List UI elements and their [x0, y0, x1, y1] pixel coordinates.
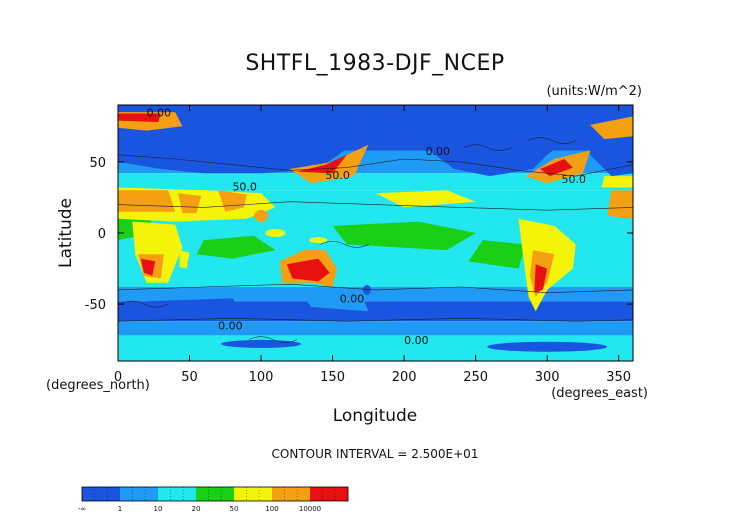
colorbar-label: 100 — [265, 505, 278, 513]
patch-east-pacific — [468, 240, 526, 269]
contour-label: 0.00 — [147, 106, 172, 119]
hot-kalahari — [140, 258, 156, 276]
patch-central-pacific — [332, 221, 476, 251]
contour-line — [463, 144, 512, 151]
greenland-sea-warm — [590, 116, 633, 140]
contour-line — [118, 283, 633, 294]
land-eurasia — [118, 105, 369, 174]
hot-barents — [118, 113, 161, 123]
x-tick-label: 0 — [114, 370, 122, 385]
colorbar-label: 1 — [118, 505, 122, 513]
land-indochina — [254, 209, 269, 222]
contour-interval-note: CONTOUR INTERVAL = 2.500E+01 — [272, 447, 479, 461]
patch-indian-ocean — [196, 235, 276, 259]
x-tick-label: 50 — [181, 370, 198, 385]
land-north-america — [389, 105, 591, 177]
contour-label: 0.00 — [426, 145, 451, 158]
contour-line — [320, 241, 369, 248]
colorbar-label: 10000 — [299, 505, 321, 513]
land-greenland — [547, 112, 605, 145]
colorbar-swatch — [196, 487, 234, 501]
arabia-warm — [178, 193, 201, 214]
contour-line — [527, 137, 577, 144]
band-south-midlat — [118, 287, 633, 302]
x-tick-label: 300 — [535, 370, 560, 385]
hot-kuroshio — [296, 154, 347, 174]
band-antarctic-margin — [118, 321, 633, 336]
x-tick-label: 200 — [392, 370, 417, 385]
contour-line — [118, 154, 633, 177]
band-north-subtropics — [118, 173, 633, 191]
contour-label: 50.0 — [325, 169, 350, 182]
land-new-zealand — [362, 284, 371, 295]
y-axis-unit: (degrees_north) — [46, 378, 150, 393]
contour-line — [248, 336, 298, 343]
contour-label: 0.00 — [218, 320, 243, 333]
heatmap-field — [118, 105, 633, 361]
x-axis-label: Longitude — [333, 406, 418, 426]
contour-line — [118, 201, 633, 211]
contour-label: 0.00 — [404, 334, 429, 347]
y-axis-label: Latitude — [56, 198, 76, 268]
west-africa-warm — [607, 190, 633, 219]
contour-lines: 0.00 0.00 0.00 0.00 0.00 50.0 50.0 50.0 — [118, 106, 633, 347]
x-tick-label: 350 — [606, 370, 631, 385]
colorbar-swatch — [120, 487, 158, 501]
contour-line — [120, 300, 169, 308]
contour-label: 50.0 — [232, 180, 257, 193]
antarctic-low-patch — [487, 341, 608, 352]
patch-tasman — [304, 292, 369, 312]
x-axis-unit: (degrees_east) — [551, 386, 648, 401]
colorbar-swatch — [272, 487, 310, 501]
axis-ticks: 0 50 100 150 200 250 300 350 50 0 -50 — [85, 105, 633, 385]
land-new-guinea — [309, 237, 328, 244]
colorbar-swatch — [82, 487, 120, 501]
y-tick-label: 50 — [89, 156, 106, 171]
contour-label: 0.00 — [340, 293, 365, 306]
hot-gulf-stream — [540, 159, 573, 177]
patch-south-indian — [146, 298, 247, 316]
north-atlantic-subtropics — [601, 176, 633, 188]
hot-patagonia — [534, 264, 548, 293]
contour-label: 50.0 — [561, 173, 586, 186]
colorbar-label: 10 — [154, 505, 163, 513]
units-label: (units:W/m^2) — [546, 84, 642, 99]
chart-title: SHTFL_1983-DJF_NCEP — [245, 51, 504, 76]
y-tick-label: -50 — [85, 298, 106, 313]
colorbar-label: 20 — [192, 505, 201, 513]
colorbar-frame — [81, 486, 349, 502]
x-tick-label: 150 — [320, 370, 345, 385]
colorbar-label: -∞ — [78, 505, 86, 513]
colorbar-swatch — [310, 487, 348, 501]
sahara-warm — [118, 190, 176, 212]
band-southern-ocean — [118, 301, 633, 322]
contour-line — [118, 317, 633, 322]
india-warm — [218, 190, 247, 212]
colorbar-swatch — [158, 487, 196, 501]
colorbar: -∞ 1 10 20 50 100 10000 — [78, 486, 349, 513]
colorbar-label: 50 — [230, 505, 239, 513]
x-tick-label: 100 — [249, 370, 274, 385]
north-pacific-subtropics — [375, 190, 476, 208]
land-borneo — [265, 229, 286, 237]
hot-australia — [286, 258, 330, 282]
colorbar-swatch — [234, 487, 272, 501]
land-madagascar — [179, 250, 190, 269]
y-tick-label: 0 — [98, 227, 106, 242]
x-tick-label: 250 — [463, 370, 488, 385]
antarctic-low-patch-2 — [221, 339, 302, 348]
